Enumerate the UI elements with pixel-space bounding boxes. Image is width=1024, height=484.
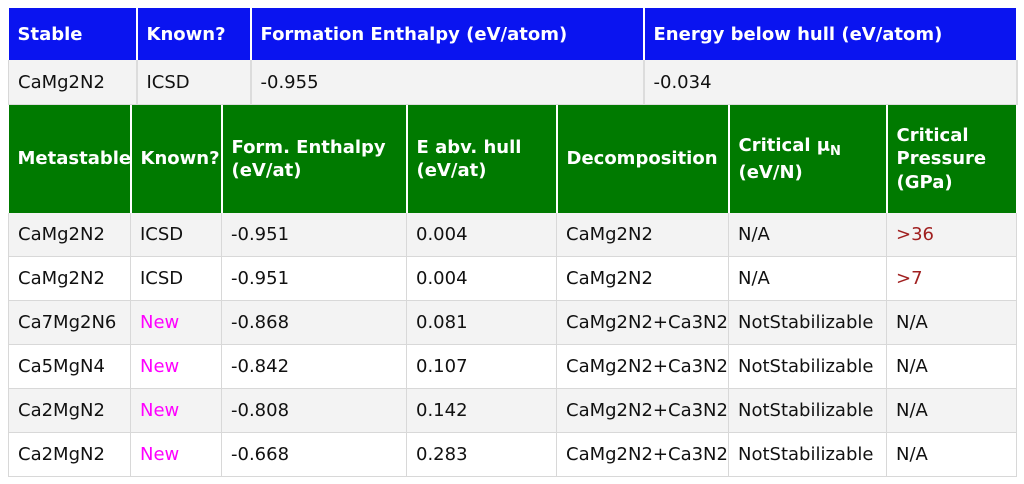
header-e-abv-hull-line1: E abv. hull xyxy=(416,136,522,158)
header-critical-mu-line1: Critical μ xyxy=(738,134,831,156)
cell-critical-pressure: N/A xyxy=(886,344,1017,389)
cell-critical-mu: NotStabilizable xyxy=(728,432,887,477)
cell-critical-pressure: >36 xyxy=(886,213,1017,257)
table-row: CaMg2N2 ICSD -0.955 -0.034 xyxy=(8,60,1018,105)
cell-enthalpy: -0.808 xyxy=(221,388,407,433)
table-row: CaMg2N2 ICSD -0.951 0.004 CaMg2N2 N/A >7 xyxy=(8,256,1017,301)
cell-hull: -0.034 xyxy=(643,60,1018,105)
table-row: CaMg2N2 ICSD -0.951 0.004 CaMg2N2 N/A >3… xyxy=(8,213,1017,257)
header-form-enthalpy: Form. Enthalpy (eV/at) xyxy=(221,105,408,213)
header-critical-mu: Critical μN (eV/N) xyxy=(728,105,888,213)
cell-hull: 0.142 xyxy=(406,388,557,433)
metastable-header-row: Metastable Known? Form. Enthalpy (eV/at)… xyxy=(8,105,1018,213)
stable-header-row: Stable Known? Formation Enthalpy (eV/ato… xyxy=(8,8,1018,60)
header-critical-mu-line2: (eV/N) xyxy=(738,161,803,183)
header-metastable: Metastable xyxy=(8,105,132,213)
cell-known: New xyxy=(130,432,222,477)
header-critical-pressure: Critical Pressure (GPa) xyxy=(886,105,1018,213)
cell-critical-mu: N/A xyxy=(728,256,887,301)
header-decomposition: Decomposition xyxy=(556,105,730,213)
cell-enthalpy: -0.955 xyxy=(250,60,645,105)
header-form-enthalpy-line1: Form. Enthalpy xyxy=(231,136,386,158)
table-row: Ca7Mg2N6 New -0.868 0.081 CaMg2N2+Ca3N2 … xyxy=(8,300,1017,345)
cell-compound: Ca2MgN2 xyxy=(8,388,131,433)
header-critical-mu-sub: N xyxy=(830,143,841,159)
cell-critical-pressure: N/A xyxy=(886,300,1017,345)
cell-critical-mu: NotStabilizable xyxy=(728,300,887,345)
cell-critical-pressure: >7 xyxy=(886,256,1017,301)
cell-decomposition: CaMg2N2+Ca3N2 xyxy=(556,388,729,433)
cell-known: ICSD xyxy=(136,60,252,105)
cell-compound: CaMg2N2 xyxy=(8,256,131,301)
cell-enthalpy: -0.951 xyxy=(221,256,407,301)
cell-critical-pressure: N/A xyxy=(886,388,1017,433)
cell-compound: Ca5MgN4 xyxy=(8,344,131,389)
cell-hull: 0.107 xyxy=(406,344,557,389)
cell-decomposition: CaMg2N2+Ca3N2 xyxy=(556,432,729,477)
header-e-abv-hull: E abv. hull (eV/at) xyxy=(406,105,558,213)
cell-enthalpy: -0.842 xyxy=(221,344,407,389)
table-row: Ca2MgN2 New -0.808 0.142 CaMg2N2+Ca3N2 N… xyxy=(8,388,1017,433)
cell-hull: 0.004 xyxy=(406,256,557,301)
cell-compound: CaMg2N2 xyxy=(8,60,138,105)
cell-known: New xyxy=(130,344,222,389)
cell-critical-pressure: N/A xyxy=(886,432,1017,477)
cell-hull: 0.283 xyxy=(406,432,557,477)
header-critical-pressure-line1: Critical xyxy=(896,124,969,146)
header-critical-pressure-line2: Pressure xyxy=(896,148,987,170)
cell-hull: 0.004 xyxy=(406,213,557,257)
cell-known: New xyxy=(130,300,222,345)
table-row: Ca2MgN2 New -0.668 0.283 CaMg2N2+Ca3N2 N… xyxy=(8,432,1017,477)
stable-table: Stable Known? Formation Enthalpy (eV/ato… xyxy=(8,8,1018,105)
header-known: Known? xyxy=(130,105,223,213)
cell-compound: Ca7Mg2N6 xyxy=(8,300,131,345)
cell-decomposition: CaMg2N2+Ca3N2 xyxy=(556,300,729,345)
header-critical-pressure-line3: (GPa) xyxy=(896,171,953,193)
cell-enthalpy: -0.668 xyxy=(221,432,407,477)
results-tables: Stable Known? Formation Enthalpy (eV/ato… xyxy=(8,8,1018,477)
table-row: Ca5MgN4 New -0.842 0.107 CaMg2N2+Ca3N2 N… xyxy=(8,344,1017,389)
cell-enthalpy: -0.868 xyxy=(221,300,407,345)
cell-known: New xyxy=(130,388,222,433)
cell-enthalpy: -0.951 xyxy=(221,213,407,257)
header-stable: Stable xyxy=(8,8,138,60)
header-formation-enthalpy: Formation Enthalpy (eV/atom) xyxy=(250,8,645,60)
cell-known: ICSD xyxy=(130,256,222,301)
cell-decomposition: CaMg2N2 xyxy=(556,256,729,301)
cell-hull: 0.081 xyxy=(406,300,557,345)
cell-compound: Ca2MgN2 xyxy=(8,432,131,477)
cell-critical-mu: NotStabilizable xyxy=(728,388,887,433)
cell-known: ICSD xyxy=(130,213,222,257)
metastable-table: Metastable Known? Form. Enthalpy (eV/at)… xyxy=(8,105,1018,477)
cell-critical-mu: N/A xyxy=(728,213,887,257)
header-e-abv-hull-line2: (eV/at) xyxy=(416,160,487,181)
header-form-enthalpy-line2: (eV/at) xyxy=(231,160,302,181)
cell-compound: CaMg2N2 xyxy=(8,213,131,257)
header-energy-below-hull: Energy below hull (eV/atom) xyxy=(643,8,1018,60)
cell-decomposition: CaMg2N2+Ca3N2 xyxy=(556,344,729,389)
cell-decomposition: CaMg2N2 xyxy=(556,213,729,257)
header-known: Known? xyxy=(136,8,252,60)
cell-critical-mu: NotStabilizable xyxy=(728,344,887,389)
